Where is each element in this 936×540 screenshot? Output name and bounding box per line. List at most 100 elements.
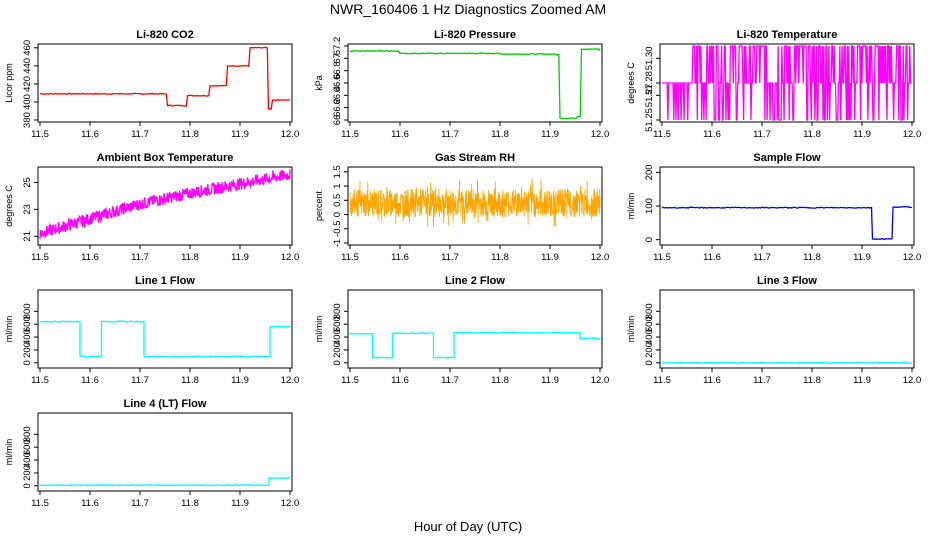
y-axis-label: degrees C <box>4 185 14 227</box>
y-tick-label: 51.30 <box>644 46 655 70</box>
y-tick-label: 21 <box>22 231 33 242</box>
y-tick-label: 600 <box>22 316 33 332</box>
y-tick-label: 600 <box>332 316 343 332</box>
y-axis-label: degrees C <box>626 62 636 104</box>
x-tick-label: 11.5 <box>341 375 359 386</box>
y-axis-label: Licor ppm <box>4 63 14 103</box>
panel-4: Ambient Box Temperature 21 23 25 degrees C 11… <box>4 152 299 263</box>
x-tick-label: 11.7 <box>753 252 771 263</box>
x-tick-label: 11.8 <box>181 129 199 140</box>
plot-frame <box>37 289 293 369</box>
x-tick-label: 11.9 <box>541 375 559 386</box>
series-line <box>39 169 291 240</box>
x-tick-label: 11.5 <box>653 252 671 263</box>
y-tick-label: 200 <box>644 342 655 358</box>
y-tick-label: 66.2 <box>332 98 343 117</box>
panel-title: Li-820 Pressure <box>434 29 516 41</box>
y-axis-label: ml/min <box>314 316 324 343</box>
x-tick-label: 11.6 <box>703 129 721 140</box>
x-tick-label: 11.5 <box>31 129 49 140</box>
x-tick-label: 11.7 <box>131 375 149 386</box>
y-tick-label: 0.5 <box>332 194 343 207</box>
y-tick-label: 800 <box>22 303 33 319</box>
panel-title: Gas Stream RH <box>435 152 515 164</box>
x-tick-label: 11.5 <box>31 375 49 386</box>
y-tick-label: 100 <box>644 198 655 214</box>
x-tick-label: 11.9 <box>231 129 249 140</box>
y-tick-label: 400 <box>22 452 33 468</box>
x-tick-label: 11.9 <box>853 252 871 263</box>
x-tick-label: 11.8 <box>491 375 509 386</box>
series-line <box>661 361 913 364</box>
y-tick-label: 380 <box>22 112 33 128</box>
plot-frame <box>659 166 915 246</box>
x-tick-label: 11.6 <box>81 498 99 509</box>
y-tick-label: 66 <box>332 115 343 126</box>
y-tick-label: 0 <box>22 483 33 488</box>
x-tick-label: 11.6 <box>703 375 721 386</box>
y-tick-label: 25 <box>22 177 33 188</box>
y-tick-label: 600 <box>22 439 33 455</box>
x-tick-label: 11.8 <box>181 498 199 509</box>
panel-1: Li-820 CO2 380 400 420 440 460 Licor ppm 11.5 11… <box>4 29 299 140</box>
x-tick-label: 12.0 <box>281 252 300 263</box>
y-tick-label: 440 <box>22 58 33 74</box>
x-tick-label: 12.0 <box>281 375 300 386</box>
x-tick-label: 11.9 <box>231 252 249 263</box>
y-tick-label: 0 <box>332 360 343 365</box>
y-tick-label: 400 <box>332 329 343 345</box>
x-tick-label: 12.0 <box>903 375 922 386</box>
x-tick-label: 11.7 <box>441 129 459 140</box>
x-axis-label: Hour of Day (UTC) <box>414 519 522 534</box>
x-tick-label: 11.6 <box>391 129 409 140</box>
y-tick-label: 200 <box>22 465 33 481</box>
y-tick-label: 460 <box>22 40 33 56</box>
x-tick-label: 11.7 <box>131 498 149 509</box>
panel-title: Li-820 Temperature <box>737 29 838 41</box>
y-axis-label: kPa <box>314 75 324 91</box>
x-tick-label: 11.5 <box>31 498 49 509</box>
x-tick-label: 12.0 <box>903 252 922 263</box>
panel-title: Sample Flow <box>753 152 821 164</box>
y-axis-label: ml/min <box>4 439 14 466</box>
y-tick-label: 67 <box>332 53 343 64</box>
y-tick-label: 600 <box>644 316 655 332</box>
x-tick-label: 11.5 <box>341 252 359 263</box>
plot-frame <box>347 43 603 123</box>
y-tick-label: 800 <box>22 426 33 442</box>
x-tick-label: 11.6 <box>81 375 99 386</box>
panel-6: Sample Flow 0 100 200 ml/min 11.5 11.6 11.7 11.8… <box>626 152 921 263</box>
series-line <box>661 205 913 241</box>
y-tick-label: 1.5 <box>332 165 343 178</box>
series-line <box>39 320 291 358</box>
y-tick-label: 400 <box>644 329 655 345</box>
y-tick-label: 0 <box>644 237 655 242</box>
x-tick-label: 11.9 <box>853 375 871 386</box>
x-tick-label: 11.7 <box>131 129 149 140</box>
x-tick-label: 11.5 <box>653 129 671 140</box>
y-tick-label: 800 <box>644 303 655 319</box>
x-tick-label: 11.7 <box>441 252 459 263</box>
y-tick-label: 0 <box>644 360 655 365</box>
panel-title: Line 1 Flow <box>135 275 195 287</box>
x-tick-label: 11.6 <box>391 375 409 386</box>
x-tick-label: 11.7 <box>131 252 149 263</box>
series-line <box>39 477 291 487</box>
x-tick-label: 11.6 <box>81 252 99 263</box>
series-line <box>349 178 601 228</box>
x-tick-label: 11.9 <box>541 129 559 140</box>
x-tick-label: 12.0 <box>281 498 300 509</box>
series-line <box>40 46 291 111</box>
x-tick-label: 11.9 <box>541 252 559 263</box>
y-tick-label: 200 <box>332 342 343 358</box>
y-tick-label: 420 <box>22 76 33 92</box>
x-tick-label: 11.9 <box>231 375 249 386</box>
y-tick-label: 51.27 <box>644 83 655 107</box>
x-tick-label: 11.8 <box>803 252 821 263</box>
